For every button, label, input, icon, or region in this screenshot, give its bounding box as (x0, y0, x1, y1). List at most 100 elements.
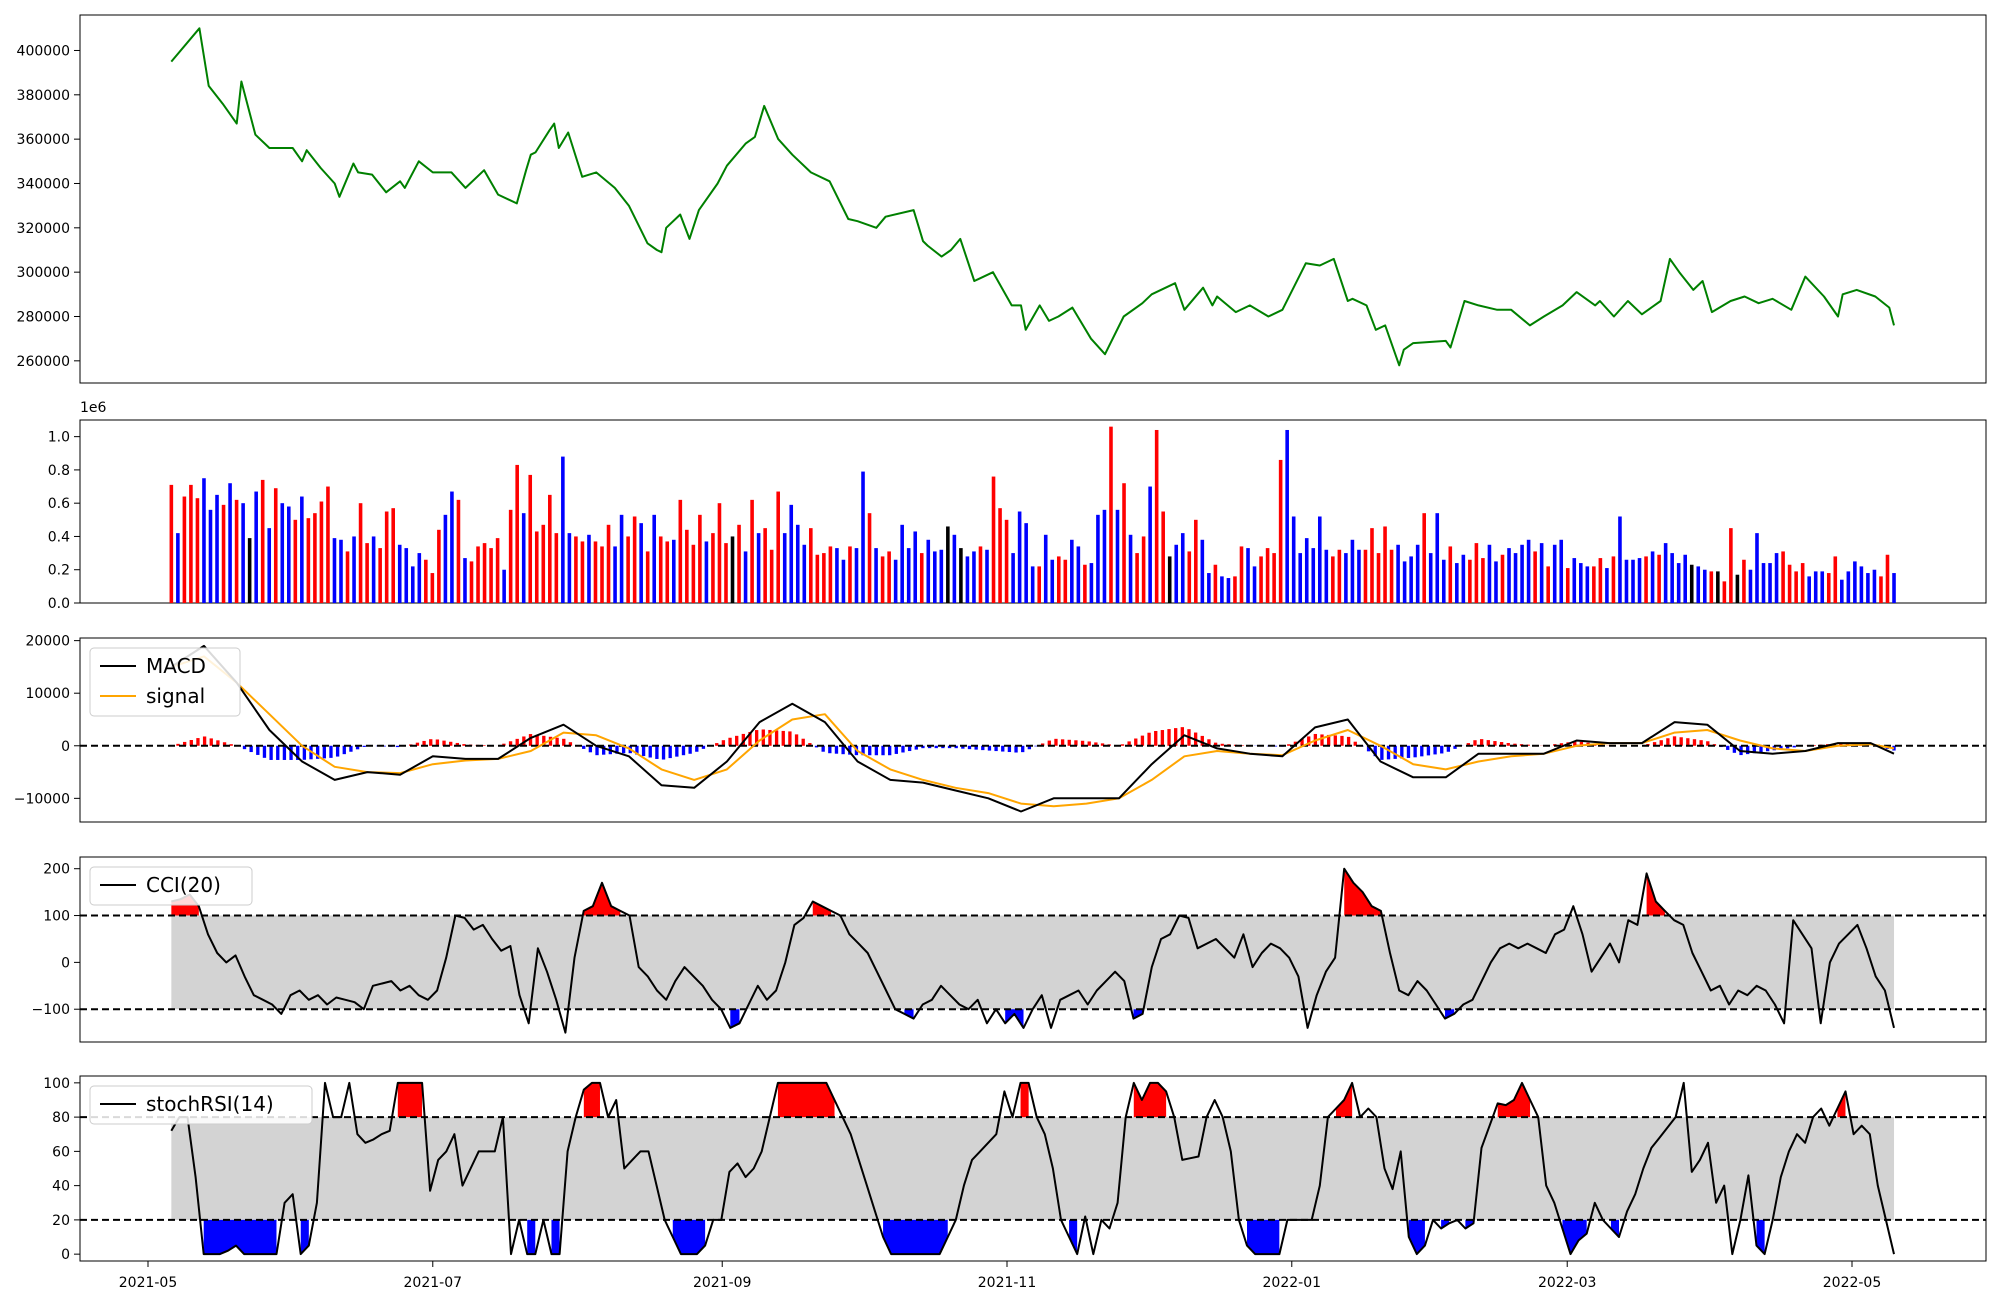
volume-bar (1533, 551, 1537, 603)
macd-histogram-bar (429, 739, 433, 746)
volume-bar (1787, 564, 1792, 603)
macd-histogram-bar (921, 745, 925, 749)
macd-histogram-bar (808, 743, 812, 746)
macd-histogram-bar (455, 742, 460, 746)
cci-line (171, 867, 1895, 1034)
volume-bar (1742, 559, 1746, 603)
volume-bar (287, 506, 291, 603)
volume-bar (1017, 511, 1022, 603)
volume-bar (1670, 553, 1674, 603)
volume-bar (280, 503, 285, 603)
macd-histogram-bar (1433, 745, 1437, 755)
volume-bar (1135, 553, 1139, 603)
volume-bar (1213, 564, 1218, 603)
volume-bar (1043, 534, 1048, 603)
volume-bar (769, 549, 774, 603)
volume-ytick-label: 0.4 (48, 529, 70, 545)
x-tick-label: 2022-03 (1538, 1275, 1597, 1291)
macd-histogram-bar (1499, 742, 1504, 746)
volume-bar (221, 504, 226, 603)
volume-bar (391, 508, 395, 603)
macd-histogram-bar (688, 745, 692, 754)
volume-bar (1363, 549, 1368, 603)
macd-histogram-bar (1213, 742, 1218, 746)
volume-bar (848, 546, 852, 603)
macd-histogram-bar (229, 744, 233, 746)
macd-histogram-bar (1326, 734, 1331, 746)
volume-bar (704, 541, 709, 603)
macd-histogram-bar (1333, 735, 1337, 746)
volume-bar (1696, 566, 1701, 603)
macd-histogram-bar (681, 745, 686, 756)
macd-ytick-label: 20000 (25, 634, 70, 650)
volume-bar (1455, 563, 1459, 603)
volume-bar (900, 524, 904, 603)
macd-histogram-bar (1579, 741, 1584, 746)
volume-bar (600, 546, 604, 603)
macd-histogram-bar (715, 743, 719, 746)
volume-bar (1435, 513, 1440, 603)
macd-histogram-bar (721, 740, 726, 746)
volume-bar (1409, 556, 1413, 603)
volume-bar (1030, 566, 1035, 603)
macd-histogram-bar (914, 745, 918, 750)
macd-histogram-bar (728, 737, 732, 746)
macd-histogram-bar (641, 745, 646, 757)
macd-histogram-bar (788, 731, 792, 746)
volume-bar (1187, 551, 1192, 603)
volume-bar (489, 548, 493, 603)
volume-bar (685, 529, 689, 603)
volume-bar (313, 513, 317, 603)
volume-bar (1526, 539, 1531, 603)
volume-bar (632, 516, 637, 603)
macd-histogram-bar (582, 745, 586, 749)
macd-histogram-bar (1154, 730, 1158, 746)
volume-bar (841, 559, 846, 603)
volume-bar (358, 503, 363, 603)
volume-bar (1781, 551, 1785, 603)
x-tick-label: 2021-07 (404, 1275, 463, 1291)
overbought-fill (397, 1082, 423, 1118)
volume-bar (965, 556, 970, 603)
macd-histogram-bar (1094, 742, 1098, 746)
macd-histogram-bar (1559, 743, 1564, 746)
volume-bar (1494, 561, 1498, 603)
volume-panel: 0.0 0.2 0.4 0.6 0.8 1.0 1e6 (48, 400, 1987, 612)
macd-histogram-bar (1393, 745, 1397, 759)
volume-bar (1376, 553, 1381, 603)
macd-histogram-bar (695, 745, 699, 752)
volume-bar (782, 533, 787, 603)
macd-histogram-bar (262, 745, 267, 758)
macd-histogram-bar (954, 745, 958, 749)
macd-histogram-bar (1400, 745, 1404, 759)
macd-histogram-bar (1479, 739, 1484, 746)
volume-bar (1311, 548, 1316, 603)
macd-histogram-bar (1346, 736, 1351, 746)
volume-bar (1037, 566, 1041, 603)
volume-bar (985, 549, 989, 603)
macd-histogram-bar (621, 745, 626, 754)
volume-bar (469, 561, 474, 603)
volume-bar (1056, 556, 1061, 603)
volume-bar (952, 534, 957, 603)
macd-histogram-bar (482, 745, 486, 746)
oversold-fill (1005, 1009, 1024, 1028)
legend-label: stochRSI(14) (146, 1092, 274, 1116)
macd-histogram-bar (934, 745, 938, 749)
volume-bar (1337, 549, 1342, 603)
volume-bar (809, 528, 813, 603)
volume-bar (1291, 516, 1296, 603)
macd-histogram-bar (741, 733, 746, 746)
macd-histogram-bar (508, 741, 513, 746)
volume-bar (1716, 571, 1720, 603)
price-ytick-label: 340000 (17, 176, 70, 192)
volume-bar (443, 514, 448, 603)
oversold-fill (904, 1009, 914, 1019)
macd-histogram-bar (1067, 739, 1071, 746)
volume-bar (1422, 513, 1426, 603)
price-ytick-label: 360000 (17, 132, 70, 148)
macd-histogram-bar (1779, 745, 1783, 750)
volume-bar (1683, 554, 1688, 603)
x-tick-label: 2022-05 (1823, 1275, 1882, 1291)
stochrsi-ytick-label: 0 (61, 1247, 70, 1263)
